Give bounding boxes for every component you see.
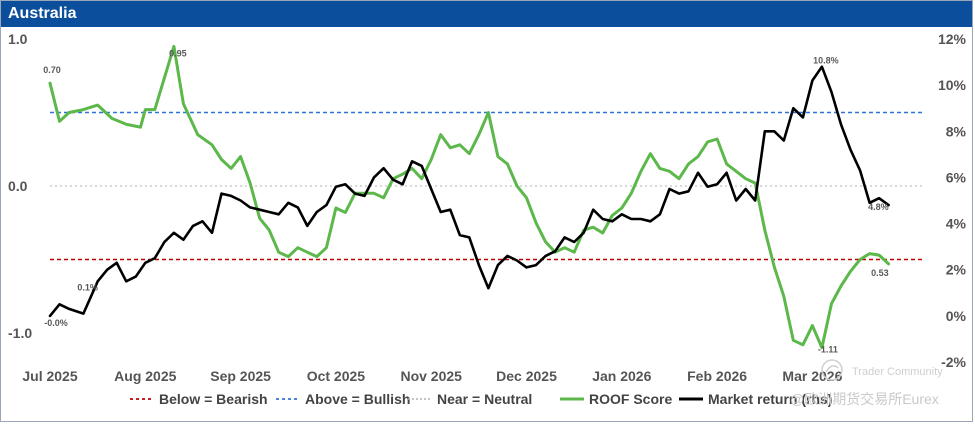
x-tick-label: Mar 2026 bbox=[782, 368, 842, 384]
right-axis-ticks: 12% 10% 8% 6% 4% 2% 0% -2% bbox=[938, 31, 967, 370]
series-lines bbox=[48, 44, 891, 350]
watermark-logo-icon bbox=[821, 359, 843, 381]
roof-score-line bbox=[48, 44, 891, 350]
x-tick-label: Dec 2025 bbox=[496, 368, 557, 384]
right-tick-label: 12% bbox=[938, 31, 967, 47]
market-return-line bbox=[48, 65, 890, 318]
data-label: 0.1% bbox=[77, 282, 98, 292]
left-tick-label: 0.0 bbox=[8, 178, 28, 194]
x-tick-label: Sep 2025 bbox=[210, 368, 271, 384]
data-label: 4.8% bbox=[868, 202, 889, 212]
legend-label: Market return (rhs) bbox=[708, 391, 832, 407]
x-tick-label: Feb 2026 bbox=[687, 368, 747, 384]
x-tick-label: Nov 2025 bbox=[400, 368, 462, 384]
x-tick-label: Aug 2025 bbox=[114, 368, 176, 384]
watermark: Trader Community @欧洲期货交易所Eurex bbox=[790, 359, 943, 407]
data-label: 0.95 bbox=[169, 48, 187, 58]
legend-label: Below = Bearish bbox=[159, 391, 268, 407]
right-tick-label: 6% bbox=[946, 169, 967, 185]
left-axis-ticks: 1.0 0.0 -1.0 bbox=[8, 31, 32, 341]
data-label: -0.0% bbox=[44, 318, 68, 328]
panel-title-bar: Australia bbox=[1, 1, 972, 27]
legend-label: ROOF Score bbox=[589, 391, 672, 407]
data-annotations: 0.70 0.95 -0.0% 0.1% 10.8% 4.8% -1.11 0.53 bbox=[43, 48, 888, 354]
right-tick-label: 2% bbox=[946, 262, 967, 278]
panel-title: Australia bbox=[8, 5, 77, 22]
right-tick-label: 8% bbox=[946, 123, 967, 139]
right-tick-label: 0% bbox=[946, 308, 967, 324]
left-tick-label: 1.0 bbox=[8, 31, 28, 47]
right-tick-label: 4% bbox=[946, 216, 967, 232]
x-tick-label: Jan 2026 bbox=[592, 368, 651, 384]
legend-label: Above = Bullish bbox=[305, 391, 410, 407]
data-label: 0.70 bbox=[43, 65, 61, 75]
watermark-brand: Trader Community bbox=[852, 366, 943, 378]
watermark-text: @欧洲期货交易所Eurex bbox=[790, 391, 939, 407]
reference-lines bbox=[50, 111, 922, 261]
chart-legend: Below = Bearish Above = Bullish Near = Neu… bbox=[130, 391, 832, 407]
x-tick-label: Oct 2025 bbox=[307, 368, 366, 384]
legend-label: Near = Neutral bbox=[437, 391, 532, 407]
right-tick-label: -2% bbox=[941, 354, 966, 370]
left-tick-label: -1.0 bbox=[8, 325, 32, 341]
data-label: 10.8% bbox=[813, 56, 839, 66]
x-axis-ticks: Jul 2025 Aug 2025 Sep 2025 Oct 2025 Nov 2025… bbox=[22, 368, 842, 384]
data-label: 0.53 bbox=[871, 268, 889, 278]
x-tick-label: Jul 2025 bbox=[22, 368, 77, 384]
right-tick-label: 10% bbox=[938, 77, 967, 93]
data-label: -1.11 bbox=[818, 345, 838, 355]
